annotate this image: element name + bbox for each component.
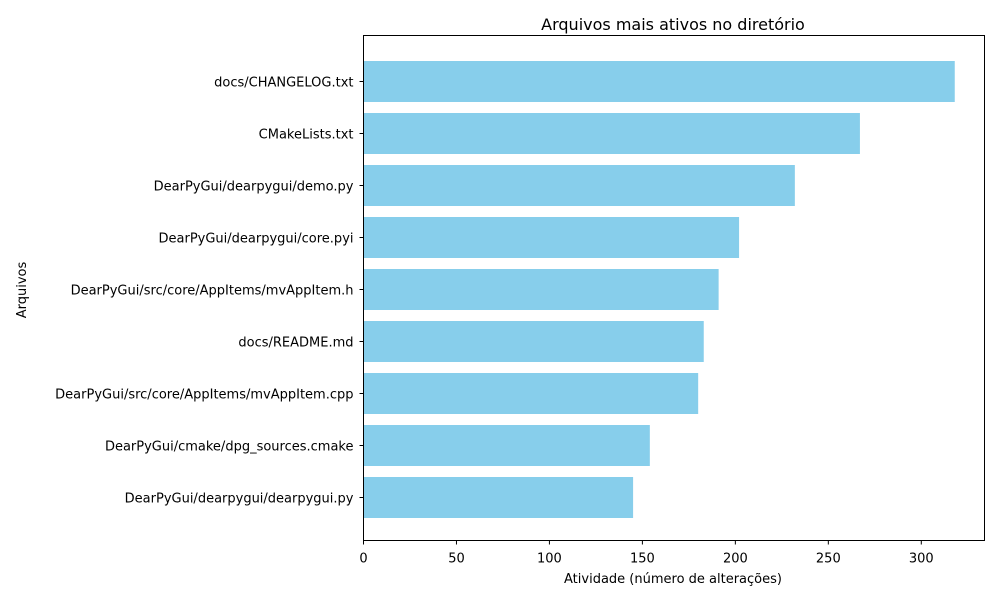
bar xyxy=(363,217,740,258)
chart-title: Arquivos mais ativos no diretório xyxy=(541,15,805,34)
bar xyxy=(363,269,719,310)
bar xyxy=(363,61,955,102)
y-axis-ticks: docs/CHANGELOG.txt CMakeLists.txt DearPyGu… xyxy=(55,76,364,507)
x-tick-label: 100 xyxy=(537,552,562,567)
bar xyxy=(363,113,860,154)
y-tick-label: DearPyGui/cmake/dpg_sources.cmake xyxy=(105,440,354,455)
y-axis-label: Arquivos xyxy=(15,262,30,319)
x-tick-label: 200 xyxy=(723,552,748,567)
y-tick-label: docs/CHANGELOG.txt xyxy=(214,76,353,91)
bars-group xyxy=(363,61,955,518)
x-tick-label: 250 xyxy=(816,552,841,567)
bar xyxy=(363,373,699,414)
x-tick-label: 300 xyxy=(909,552,934,567)
bar xyxy=(363,165,795,206)
x-axis-label: Atividade (número de alterações) xyxy=(564,572,782,587)
x-tick-label: 50 xyxy=(448,552,465,567)
y-tick-label: DearPyGui/src/core/AppItems/mvAppItem.cp… xyxy=(55,388,353,403)
y-tick-label: docs/README.md xyxy=(238,336,353,351)
y-tick-label: CMakeLists.txt xyxy=(259,128,354,143)
y-tick-label: DearPyGui/dearpygui/demo.py xyxy=(154,180,354,195)
bar xyxy=(363,321,704,362)
bar xyxy=(363,425,650,466)
plot-frame xyxy=(363,35,985,541)
x-tick-label: 150 xyxy=(630,552,655,567)
x-axis-ticks: 0 50 100 150 200 250 300 xyxy=(359,540,934,567)
y-tick-label: DearPyGui/src/core/AppItems/mvAppItem.h xyxy=(71,284,354,299)
bar xyxy=(363,477,634,518)
x-tick-label: 0 xyxy=(359,552,367,567)
y-tick-label: DearPyGui/dearpygui/dearpygui.py xyxy=(125,492,354,507)
y-tick-label: DearPyGui/dearpygui/core.pyi xyxy=(159,232,354,247)
